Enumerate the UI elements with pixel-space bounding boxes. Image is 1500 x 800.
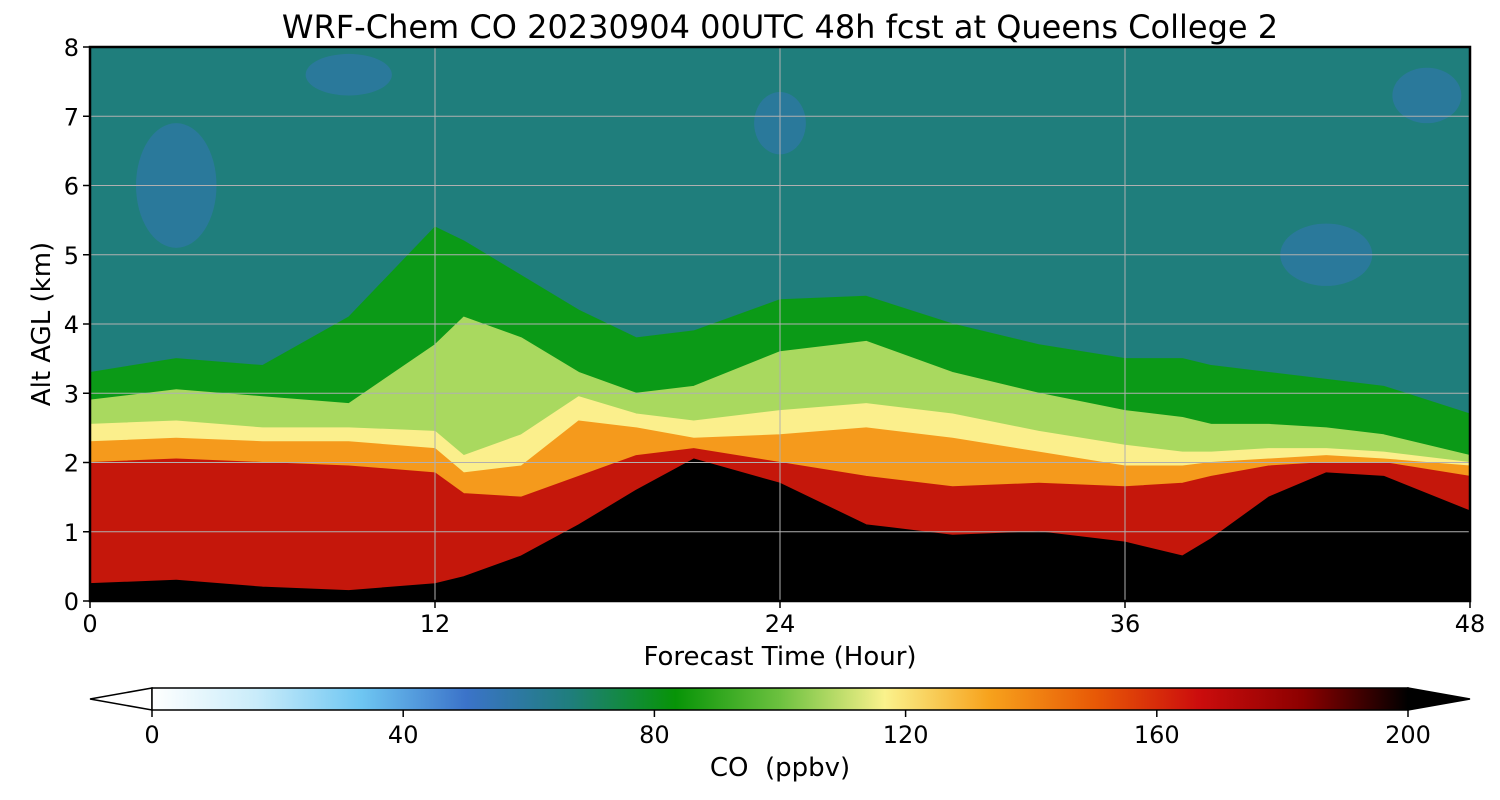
y-tick-label: 3 [64, 380, 79, 408]
x-tick-label: 12 [420, 610, 451, 638]
plot-area [90, 47, 1470, 601]
y-tick-label: 6 [64, 173, 79, 201]
low-co-patch [1392, 67, 1462, 124]
colorbar-tick-label: 160 [1134, 721, 1180, 749]
y-axis-label: Alt AGL (km) [27, 242, 57, 406]
y-tick-label: 0 [64, 588, 79, 616]
x-tick-label: 36 [1110, 610, 1141, 638]
x-tick-label: 24 [765, 610, 796, 638]
y-tick-label: 7 [64, 103, 79, 131]
x-tick-label: 48 [1455, 610, 1486, 638]
x-axis-label: Forecast Time (Hour) [643, 642, 916, 672]
colorbar-extend-min [89, 687, 153, 711]
colorbar-label: CO (ppbv) [710, 753, 850, 783]
chart-title: WRF-Chem CO 20230904 00UTC 48h fcst at Q… [282, 8, 1278, 46]
y-tick-label: 1 [64, 519, 79, 547]
x-tick-label: 0 [82, 610, 97, 638]
colorbar-ticks: 0 40 80 120 160 200 [144, 710, 1431, 749]
colorbar-tick-label: 200 [1385, 721, 1431, 749]
low-co-patch [305, 53, 392, 96]
y-axis: 0 1 2 3 4 5 6 7 8 [64, 34, 90, 616]
colorbar: 0 40 80 120 160 200 CO (ppbv) [89, 687, 1471, 783]
colorbar-gradient [151, 687, 1409, 711]
y-tick-label: 2 [64, 450, 79, 478]
colorbar-tick-label: 0 [144, 721, 159, 749]
y-tick-label: 5 [64, 242, 79, 270]
colorbar-extend-max [1407, 687, 1471, 711]
colorbar-tick-label: 40 [388, 721, 419, 749]
colorbar-tick-label: 80 [639, 721, 670, 749]
y-tick-label: 8 [64, 34, 79, 62]
colorbar-tick-label: 120 [883, 721, 929, 749]
y-tick-label: 4 [64, 311, 79, 339]
grid-lines [90, 47, 1470, 601]
x-axis: 0 12 24 36 48 [82, 601, 1485, 638]
